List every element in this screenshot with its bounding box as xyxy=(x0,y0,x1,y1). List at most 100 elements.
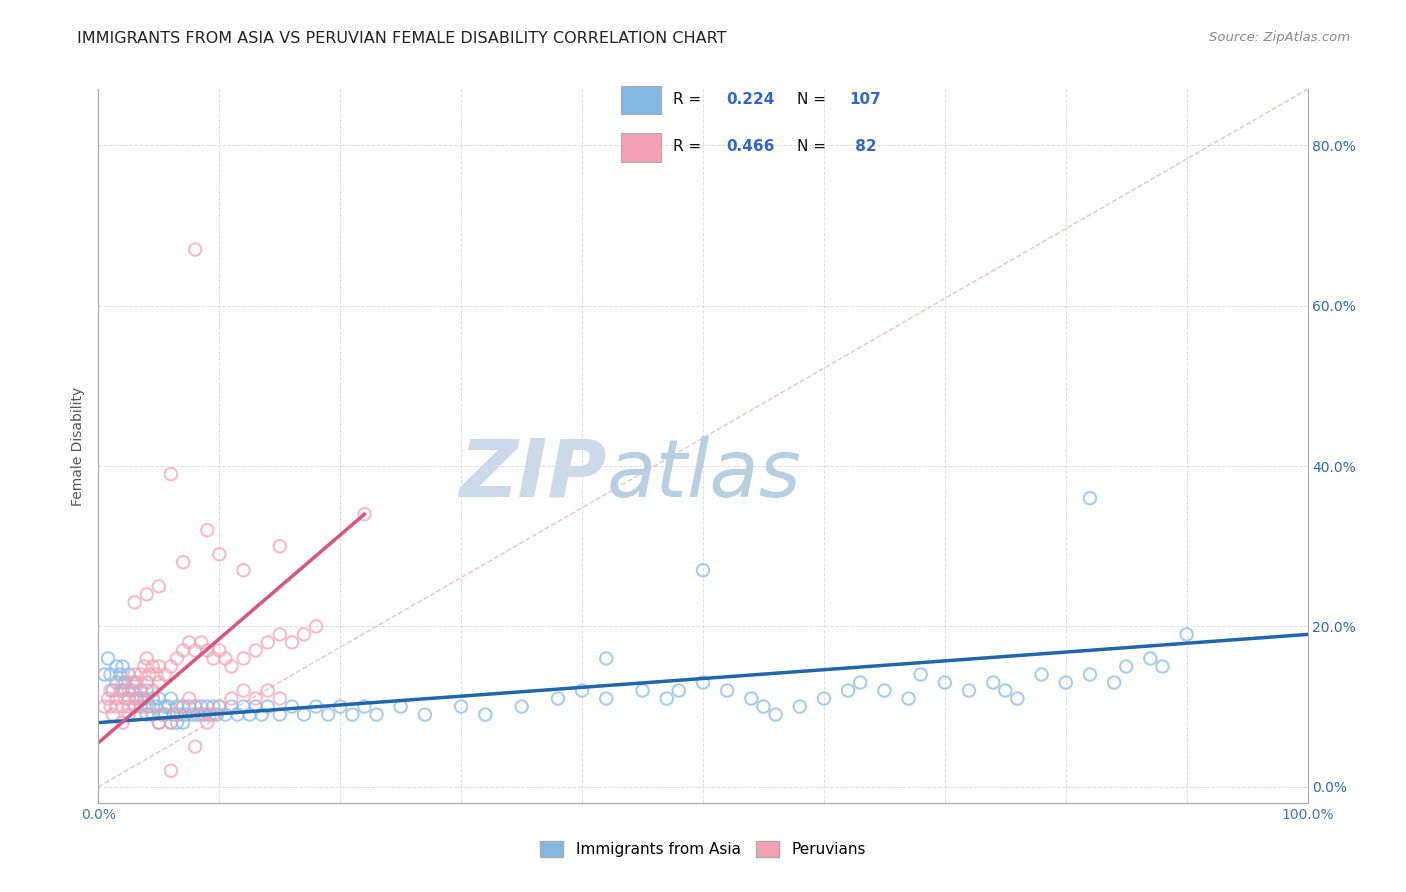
Point xyxy=(305,619,328,633)
Point xyxy=(269,627,291,641)
Point xyxy=(813,691,835,706)
Point xyxy=(145,699,167,714)
Point xyxy=(208,643,231,657)
Point xyxy=(153,707,176,722)
Point xyxy=(413,707,436,722)
Point xyxy=(198,707,221,722)
Point xyxy=(631,683,654,698)
Point xyxy=(316,707,339,722)
Point xyxy=(172,555,194,569)
Point xyxy=(692,563,714,577)
Point xyxy=(135,683,157,698)
Point xyxy=(195,699,218,714)
Point xyxy=(93,699,115,714)
Point xyxy=(124,667,146,681)
Point xyxy=(172,699,194,714)
Point xyxy=(105,699,128,714)
Point xyxy=(232,563,254,577)
Point xyxy=(114,675,136,690)
Point xyxy=(1102,675,1125,690)
Point xyxy=(190,699,212,714)
Point xyxy=(208,699,231,714)
Point xyxy=(655,691,678,706)
Point xyxy=(668,683,690,698)
Point xyxy=(129,683,152,698)
Point xyxy=(142,691,165,706)
Point xyxy=(97,691,120,706)
Point xyxy=(100,667,122,681)
Point xyxy=(1031,667,1053,681)
Point xyxy=(934,675,956,690)
Point xyxy=(450,699,472,714)
Point xyxy=(184,699,207,714)
Point xyxy=(114,691,136,706)
Point xyxy=(187,707,209,722)
Point xyxy=(849,675,872,690)
Point xyxy=(118,667,141,681)
Point xyxy=(134,659,156,673)
Point xyxy=(101,707,124,722)
Point xyxy=(1175,627,1198,641)
Point xyxy=(135,675,157,690)
Point xyxy=(194,707,217,722)
Point xyxy=(202,651,225,665)
Point xyxy=(174,707,197,722)
Point xyxy=(190,707,212,722)
Text: Source: ZipAtlas.com: Source: ZipAtlas.com xyxy=(1209,31,1350,45)
Text: 107: 107 xyxy=(849,92,882,106)
Point xyxy=(305,699,328,714)
Point xyxy=(105,675,128,690)
Point xyxy=(1078,491,1101,505)
Point xyxy=(142,659,165,673)
Point xyxy=(221,691,243,706)
Point xyxy=(208,699,231,714)
Point xyxy=(150,707,173,722)
Point xyxy=(897,691,920,706)
Point xyxy=(129,667,152,681)
Point xyxy=(162,707,184,722)
Text: atlas: atlas xyxy=(606,435,801,514)
Point xyxy=(1115,659,1137,673)
Point xyxy=(148,691,170,706)
Point xyxy=(118,691,141,706)
Point xyxy=(124,699,146,714)
Point xyxy=(595,691,617,706)
Point xyxy=(221,699,243,714)
Point xyxy=(153,667,176,681)
Point xyxy=(118,707,141,722)
Point xyxy=(214,707,236,722)
Point xyxy=(179,699,201,714)
Point xyxy=(245,699,267,714)
Text: R =: R = xyxy=(673,139,707,153)
Point xyxy=(134,691,156,706)
Point xyxy=(184,739,207,754)
Point xyxy=(292,627,315,641)
Point xyxy=(129,683,152,698)
Point xyxy=(221,659,243,673)
Point xyxy=(250,707,273,722)
Point xyxy=(135,651,157,665)
Point xyxy=(232,683,254,698)
Point xyxy=(138,699,160,714)
Point xyxy=(124,595,146,609)
Point xyxy=(184,243,207,257)
Point xyxy=(692,675,714,690)
Point xyxy=(342,707,364,722)
Point xyxy=(181,707,204,722)
Point xyxy=(994,683,1017,698)
Point xyxy=(142,707,165,722)
Point xyxy=(148,715,170,730)
Point xyxy=(118,699,141,714)
Point xyxy=(716,683,738,698)
Point xyxy=(142,683,165,698)
Point xyxy=(97,651,120,665)
Point xyxy=(105,659,128,673)
Point xyxy=(202,707,225,722)
Point xyxy=(232,699,254,714)
Point xyxy=(111,699,134,714)
Text: ZIP: ZIP xyxy=(458,435,606,514)
Point xyxy=(184,699,207,714)
Bar xyxy=(621,86,661,114)
Point xyxy=(179,691,201,706)
Point xyxy=(474,707,496,722)
